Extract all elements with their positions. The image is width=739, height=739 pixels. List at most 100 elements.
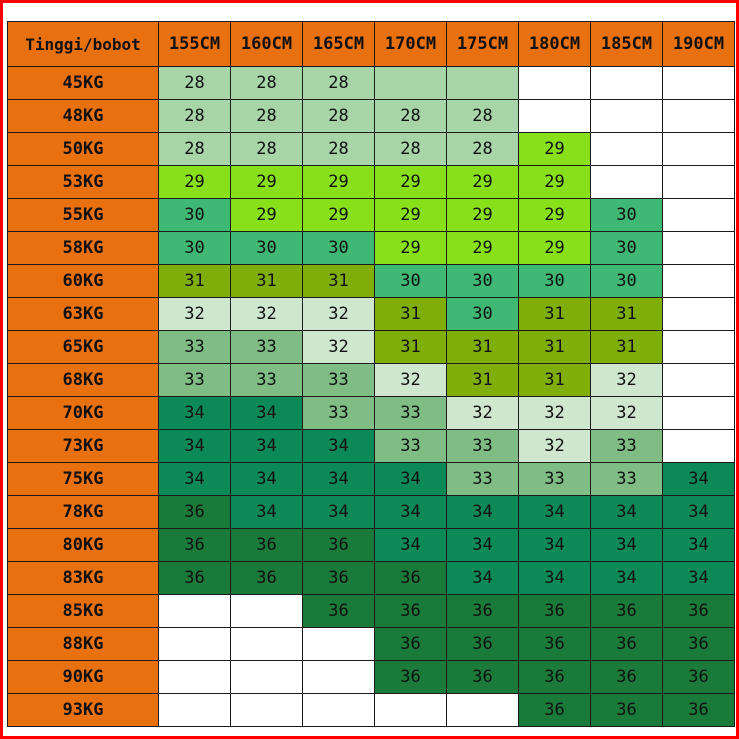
size-cell: 28 xyxy=(158,66,231,100)
table-row: 45KG 28 28 28 xyxy=(7,66,735,100)
column-header: 160CM xyxy=(230,21,303,67)
size-cell: 34 xyxy=(230,495,303,529)
size-cell: 28 xyxy=(446,132,519,166)
size-cell: 31 xyxy=(158,264,231,298)
size-cell: 36 xyxy=(590,627,663,661)
row-header-weight: 63KG xyxy=(7,297,159,331)
size-cell: 34 xyxy=(230,396,303,430)
size-cell: 36 xyxy=(662,660,735,694)
row-header-weight: 50KG xyxy=(7,132,159,166)
size-cell: 29 xyxy=(302,198,375,232)
size-cell: 34 xyxy=(446,495,519,529)
size-cell: 29 xyxy=(158,165,231,199)
size-cell xyxy=(662,396,735,430)
size-cell: 28 xyxy=(158,99,231,133)
size-cell: 33 xyxy=(230,363,303,397)
size-cell: 32 xyxy=(590,363,663,397)
size-cell xyxy=(662,231,735,265)
table-row: 48KG 28 28 28 28 28 xyxy=(7,99,735,133)
size-cell: 36 xyxy=(590,594,663,628)
size-cell: 29 xyxy=(374,231,447,265)
size-cell: 29 xyxy=(374,198,447,232)
size-cell xyxy=(230,693,303,727)
column-header: 170CM xyxy=(374,21,447,67)
size-cell: 34 xyxy=(374,462,447,496)
table-row: 63KG 32 32 32 31 30 31 31 xyxy=(7,297,735,331)
row-header-weight: 78KG xyxy=(7,495,159,529)
size-cell xyxy=(518,99,591,133)
header-row: Tinggi/bobot 155CM 160CM 165CM 170CM 175… xyxy=(7,21,735,67)
table-row: 75KG 34 34 34 34 33 33 33 34 xyxy=(7,462,735,496)
size-cell: 36 xyxy=(662,627,735,661)
size-cell: 32 xyxy=(302,297,375,331)
size-cell: 33 xyxy=(158,363,231,397)
size-cell: 30 xyxy=(518,264,591,298)
size-cell: 30 xyxy=(590,231,663,265)
size-cell: 36 xyxy=(302,528,375,562)
size-cell: 32 xyxy=(302,330,375,364)
column-header: 155CM xyxy=(158,21,231,67)
size-cell: 29 xyxy=(446,165,519,199)
size-cell: 30 xyxy=(158,198,231,232)
row-header-weight: 65KG xyxy=(7,330,159,364)
size-cell xyxy=(158,594,231,628)
table-row: 73KG 34 34 34 33 33 32 33 xyxy=(7,429,735,463)
table-row: 55KG 30 29 29 29 29 29 30 xyxy=(7,198,735,232)
size-cell: 29 xyxy=(518,132,591,166)
size-cell: 36 xyxy=(518,693,591,727)
size-cell: 32 xyxy=(446,396,519,430)
table-row: 88KG 36 36 36 36 36 xyxy=(7,627,735,661)
size-cell: 34 xyxy=(302,429,375,463)
size-cell: 34 xyxy=(590,528,663,562)
size-cell: 34 xyxy=(302,462,375,496)
size-cell: 32 xyxy=(230,297,303,331)
row-header-weight: 45KG xyxy=(7,66,159,100)
size-cell: 33 xyxy=(446,429,519,463)
size-cell xyxy=(230,660,303,694)
column-header: 175CM xyxy=(446,21,519,67)
size-cell xyxy=(446,693,519,727)
row-header-weight: 90KG xyxy=(7,660,159,694)
table-row: 60KG 31 31 31 30 30 30 30 xyxy=(7,264,735,298)
size-cell: 32 xyxy=(374,363,447,397)
size-cell: 36 xyxy=(302,594,375,628)
size-cell: 34 xyxy=(662,462,735,496)
size-cell: 33 xyxy=(374,429,447,463)
size-cell: 34 xyxy=(446,528,519,562)
column-header: 190CM xyxy=(662,21,735,67)
table-row: 85KG 36 36 36 36 36 36 xyxy=(7,594,735,628)
size-cell: 29 xyxy=(518,165,591,199)
size-cell: 36 xyxy=(158,495,231,529)
size-cell: 28 xyxy=(446,99,519,133)
size-cell: 31 xyxy=(518,330,591,364)
row-header-weight: 55KG xyxy=(7,198,159,232)
table-row: 58KG 30 30 30 29 29 29 30 xyxy=(7,231,735,265)
size-cell: 36 xyxy=(374,660,447,694)
table-row: 93KG 36 36 36 xyxy=(7,693,735,727)
size-cell: 36 xyxy=(158,561,231,595)
size-cell: 31 xyxy=(374,330,447,364)
size-cell: 34 xyxy=(446,561,519,595)
table-row: 53KG 29 29 29 29 29 29 xyxy=(7,165,735,199)
size-cell: 29 xyxy=(446,231,519,265)
size-cell: 28 xyxy=(158,132,231,166)
table-row: 65KG 33 33 32 31 31 31 31 xyxy=(7,330,735,364)
size-cell xyxy=(590,99,663,133)
row-header-weight: 60KG xyxy=(7,264,159,298)
row-header-weight: 73KG xyxy=(7,429,159,463)
row-header-weight: 75KG xyxy=(7,462,159,496)
row-header-weight: 93KG xyxy=(7,693,159,727)
size-cell: 36 xyxy=(230,561,303,595)
table-row: 83KG 36 36 36 36 34 34 34 34 xyxy=(7,561,735,595)
size-cell xyxy=(662,297,735,331)
size-cell: 30 xyxy=(374,264,447,298)
size-cell: 34 xyxy=(302,495,375,529)
size-cell xyxy=(662,66,735,100)
size-cell: 34 xyxy=(590,561,663,595)
size-cell: 33 xyxy=(374,396,447,430)
size-cell: 36 xyxy=(662,693,735,727)
size-cell xyxy=(590,132,663,166)
size-cell: 31 xyxy=(446,363,519,397)
size-cell: 28 xyxy=(302,132,375,166)
